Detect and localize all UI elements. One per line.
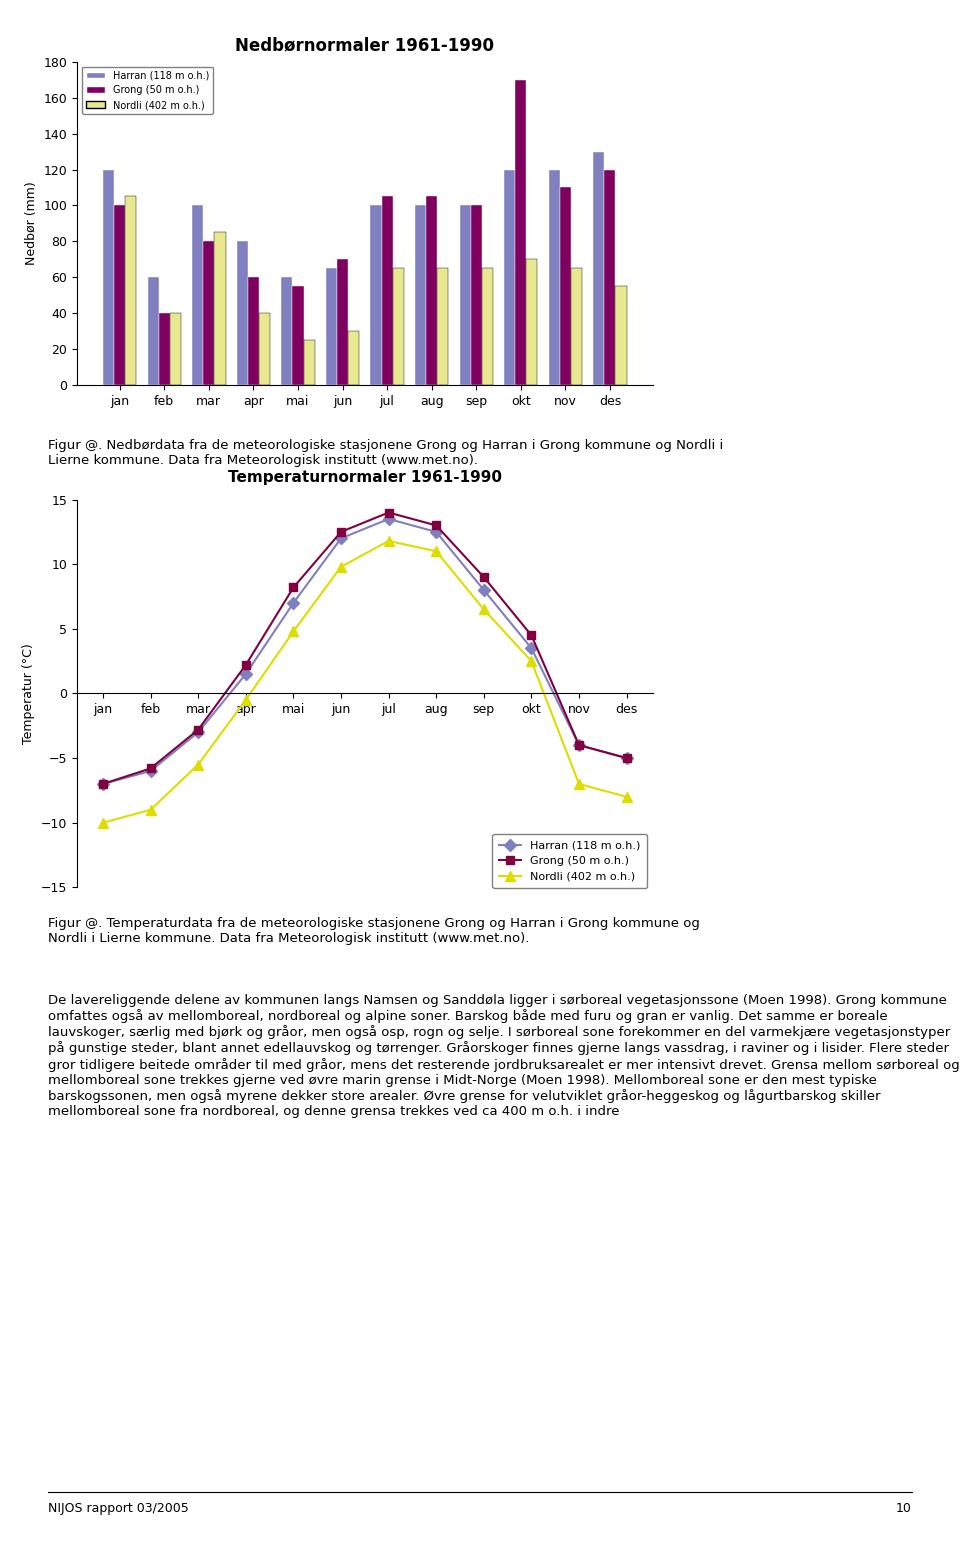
Bar: [325, 268, 337, 385]
Bar: [248, 277, 259, 385]
Grong (50 m o.h.): [240, 656, 252, 675]
Line: Grong (50 m o.h.): Grong (50 m o.h.): [99, 509, 631, 787]
Harran (118 m o.h.): [573, 737, 585, 755]
Nordli (402 m o.h.): [335, 558, 347, 576]
Nordli (402 m o.h.): [383, 532, 395, 550]
Legend: Harran (118 m o.h.), Grong (50 m o.h.), Nordli (402 m o.h.): Harran (118 m o.h.), Grong (50 m o.h.), …: [82, 66, 213, 114]
Bar: [303, 341, 315, 385]
Nordli (402 m o.h.): [573, 775, 585, 794]
Bar: [114, 205, 125, 385]
Nordli (402 m o.h.): [145, 800, 156, 818]
Bar: [482, 268, 492, 385]
Harran (118 m o.h.): [240, 664, 252, 683]
Bar: [214, 233, 226, 385]
Grong (50 m o.h.): [621, 749, 633, 767]
Bar: [259, 313, 270, 385]
Bar: [516, 80, 526, 385]
Title: Nedbørnormaler 1961-1990: Nedbørnormaler 1961-1990: [235, 37, 494, 54]
Y-axis label: Temperatur (°C): Temperatur (°C): [22, 643, 36, 744]
Title: Temperaturnormaler 1961-1990: Temperaturnormaler 1961-1990: [228, 470, 502, 485]
Harran (118 m o.h.): [192, 723, 204, 741]
Bar: [548, 170, 560, 385]
Bar: [593, 151, 605, 385]
Text: Figur @. Nedbørdata fra de meteorologiske stasjonene Grong og Harran i Grong kom: Figur @. Nedbørdata fra de meteorologisk…: [48, 439, 723, 467]
Bar: [192, 205, 204, 385]
Bar: [170, 313, 181, 385]
Harran (118 m o.h.): [621, 749, 633, 767]
Bar: [204, 242, 214, 385]
Bar: [293, 287, 303, 385]
Text: De lavereliggende delene av kommunen langs Namsen og Sanddøla ligger i sørboreal: De lavereliggende delene av kommunen lan…: [48, 994, 960, 1117]
Bar: [615, 287, 627, 385]
Bar: [504, 170, 516, 385]
Bar: [281, 277, 293, 385]
Bar: [470, 205, 482, 385]
Harran (118 m o.h.): [478, 581, 490, 599]
Grong (50 m o.h.): [430, 516, 442, 535]
Harran (118 m o.h.): [430, 522, 442, 541]
Nordli (402 m o.h.): [240, 690, 252, 709]
Bar: [125, 197, 136, 385]
Grong (50 m o.h.): [288, 578, 300, 596]
Grong (50 m o.h.): [335, 522, 347, 541]
Grong (50 m o.h.): [573, 737, 585, 755]
Harran (118 m o.h.): [145, 761, 156, 780]
Line: Harran (118 m o.h.): Harran (118 m o.h.): [99, 515, 631, 787]
Bar: [158, 313, 170, 385]
Grong (50 m o.h.): [383, 504, 395, 522]
Bar: [148, 277, 158, 385]
Legend: Harran (118 m o.h.), Grong (50 m o.h.), Nordli (402 m o.h.): Harran (118 m o.h.), Grong (50 m o.h.), …: [492, 834, 647, 888]
Bar: [426, 197, 437, 385]
Bar: [371, 205, 381, 385]
Nordli (402 m o.h.): [430, 542, 442, 561]
Harran (118 m o.h.): [526, 640, 538, 658]
Text: Figur @. Temperaturdata fra de meteorologiske stasjonene Grong og Harran i Grong: Figur @. Temperaturdata fra de meteorolo…: [48, 917, 700, 945]
Nordli (402 m o.h.): [621, 787, 633, 806]
Grong (50 m o.h.): [97, 775, 108, 794]
Grong (50 m o.h.): [192, 720, 204, 738]
Bar: [605, 170, 615, 385]
Harran (118 m o.h.): [383, 510, 395, 529]
Harran (118 m o.h.): [288, 593, 300, 612]
Bar: [103, 170, 114, 385]
Bar: [560, 188, 571, 385]
Text: 10: 10: [896, 1502, 912, 1515]
Grong (50 m o.h.): [526, 626, 538, 644]
Nordli (402 m o.h.): [288, 623, 300, 641]
Nordli (402 m o.h.): [478, 599, 490, 618]
Bar: [415, 205, 426, 385]
Bar: [337, 259, 348, 385]
Nordli (402 m o.h.): [526, 652, 538, 670]
Grong (50 m o.h.): [145, 760, 156, 778]
Bar: [237, 242, 248, 385]
Bar: [348, 331, 359, 385]
Grong (50 m o.h.): [478, 569, 490, 587]
Nordli (402 m o.h.): [192, 755, 204, 774]
Bar: [571, 268, 582, 385]
Text: NIJOS rapport 03/2005: NIJOS rapport 03/2005: [48, 1502, 189, 1515]
Bar: [460, 205, 470, 385]
Bar: [526, 259, 538, 385]
Nordli (402 m o.h.): [97, 814, 108, 832]
Bar: [393, 268, 404, 385]
Bar: [381, 197, 393, 385]
Bar: [437, 268, 448, 385]
Line: Nordli (402 m o.h.): Nordli (402 m o.h.): [98, 536, 632, 828]
Y-axis label: Nedbør (mm): Nedbør (mm): [25, 182, 37, 265]
Harran (118 m o.h.): [335, 529, 347, 547]
Harran (118 m o.h.): [97, 775, 108, 794]
